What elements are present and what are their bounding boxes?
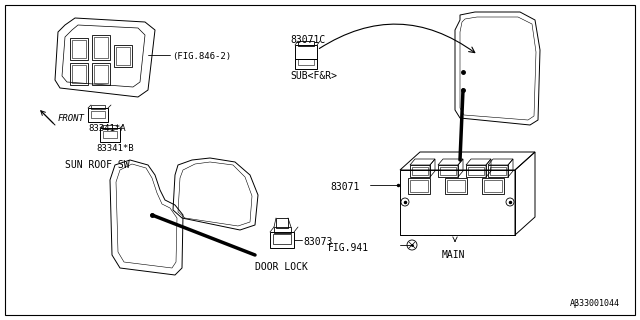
Text: 83071: 83071: [330, 182, 360, 192]
Text: Aβ33001044: Aβ33001044: [570, 299, 620, 308]
Bar: [94, 37, 108, 58]
Bar: [274, 227, 291, 233]
Text: 83073: 83073: [303, 237, 332, 247]
Bar: [70, 63, 88, 85]
Bar: [410, 165, 430, 177]
Bar: [410, 180, 428, 192]
Text: 83071C: 83071C: [290, 35, 325, 45]
Bar: [273, 234, 291, 244]
Bar: [103, 125, 117, 129]
Text: FIG.941: FIG.941: [328, 243, 369, 253]
Text: (FIG.846-2): (FIG.846-2): [172, 52, 231, 61]
Text: SUB<F&R>: SUB<F&R>: [290, 71, 337, 81]
Bar: [94, 65, 108, 83]
Bar: [447, 180, 465, 192]
Bar: [466, 165, 486, 177]
Text: MAIN: MAIN: [442, 250, 465, 260]
Bar: [91, 111, 105, 118]
Bar: [412, 167, 428, 175]
Text: DOOR LOCK: DOOR LOCK: [255, 262, 308, 272]
Bar: [400, 170, 515, 235]
Bar: [100, 128, 120, 142]
Bar: [408, 178, 430, 194]
Bar: [91, 105, 105, 109]
Bar: [440, 167, 456, 175]
Bar: [298, 59, 314, 65]
Bar: [270, 232, 294, 248]
Bar: [116, 47, 130, 65]
Bar: [295, 59, 317, 69]
Bar: [295, 45, 317, 59]
Bar: [298, 41, 314, 46]
Bar: [484, 180, 502, 192]
Bar: [92, 63, 110, 85]
Bar: [72, 65, 86, 83]
FancyArrowPatch shape: [319, 24, 475, 52]
Bar: [438, 165, 458, 177]
Bar: [445, 178, 467, 194]
Text: FRONT: FRONT: [58, 114, 85, 123]
Text: SUN ROOF SW: SUN ROOF SW: [65, 160, 130, 170]
Bar: [490, 167, 506, 175]
Bar: [92, 35, 110, 60]
Bar: [114, 45, 132, 67]
Bar: [276, 218, 288, 228]
Bar: [70, 38, 88, 60]
Bar: [103, 131, 117, 138]
Bar: [88, 108, 108, 122]
Bar: [72, 40, 86, 58]
Bar: [468, 167, 484, 175]
Text: 83341*B: 83341*B: [96, 144, 134, 153]
Bar: [482, 178, 504, 194]
Text: 83341*A: 83341*A: [88, 124, 125, 133]
Bar: [488, 165, 508, 177]
